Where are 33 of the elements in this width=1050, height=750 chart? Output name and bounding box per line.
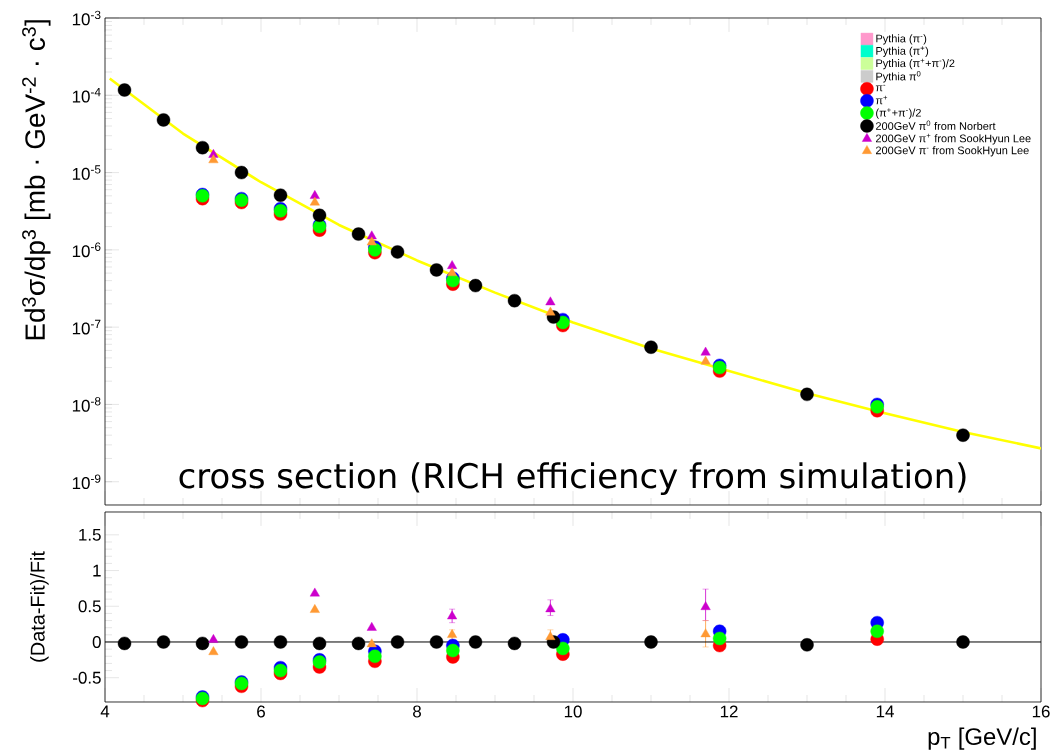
legend-label: Pythia π$^{0}$ (876, 71, 921, 83)
legend-label: 200GeV π$^{+}$ from SookHyun Lee (876, 133, 1031, 145)
x-tick-label: 4 (100, 705, 110, 718)
x-axis-title: p$_{T}$ [GeV/c] (928, 727, 1036, 750)
y-tick-label: 1.5 (79, 528, 101, 541)
legend-label: π$^{-}$ (875, 84, 886, 92)
legend-label: (π$^{+}$+π$^{-}$)/2 (876, 108, 921, 119)
y-tick-label: 10$^{-3}$ (72, 10, 101, 26)
y-tick-label: 10$^{-4}$ (72, 88, 101, 103)
y-tick-label: 10$^{-6}$ (72, 242, 101, 258)
legend-label: π$^{+}$ (875, 95, 888, 105)
y-tick-label: 10$^{-8}$ (72, 397, 101, 412)
legend-label: Pythia (π$^{+}$) (876, 46, 929, 57)
y-tick-label: 1 (93, 564, 101, 577)
y-tick-label: 0.5 (78, 600, 101, 613)
y-tick-label: -0.5 (73, 671, 101, 684)
y-tick-label: 10$^{-5}$ (72, 165, 101, 180)
legend-label: Pythia (π$^{-}$) (876, 34, 927, 45)
y-tick-label: 10$^{-9}$ (72, 474, 101, 490)
x-tick-label: 16 (1032, 705, 1050, 718)
legend-label: 200GeV π$^{-}$ from SookHyun Lee (876, 146, 1029, 157)
y-axis-title: (Data-Fit)/Fit (30, 551, 49, 662)
y-tick-label: 0 (92, 635, 101, 648)
y-tick-label: 10$^{-7}$ (72, 319, 101, 335)
annotation: cross section (RICH efficiency from simulation) (179, 462, 966, 496)
legend-label: Pythia (π$^{+}$+π$^{-}$)/2 (876, 58, 955, 70)
x-tick-label: 8 (413, 705, 421, 718)
x-tick-label: 14 (876, 705, 894, 718)
x-tick-label: 12 (720, 705, 738, 718)
x-tick-label: 6 (257, 705, 265, 718)
legend-label: 200GeV π$^{0}$ from Norbert (876, 120, 996, 130)
text: Ed$^{3}$σ/dp$^{3}$ [mb · GeV$^{-2}$ · c$^{3}$] (22, 20, 51, 340)
x-tick-label: 10 (564, 705, 582, 718)
